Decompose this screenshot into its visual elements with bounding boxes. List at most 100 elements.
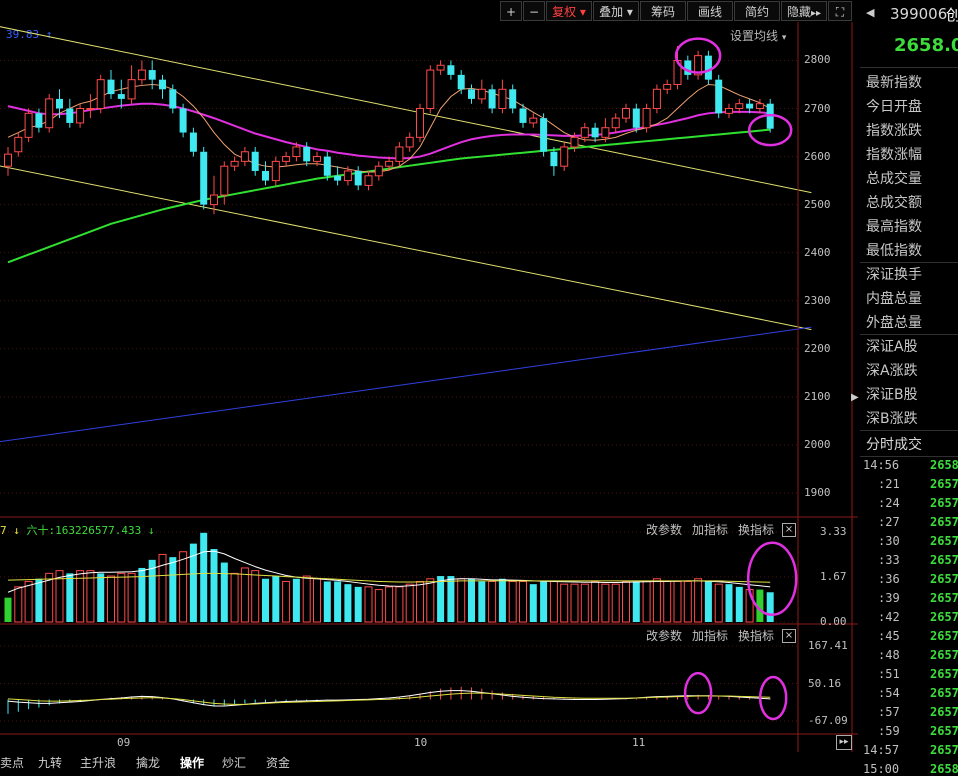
tick-price: 2657 [930, 496, 958, 510]
tick-time: :24 [878, 496, 900, 510]
tab-chaohui[interactable]: 炒汇 [222, 756, 247, 770]
volume-ma-a [7, 550, 771, 593]
volume-bar [683, 580, 692, 623]
tick-time: :33 [878, 553, 900, 567]
zoom-in-button[interactable]: + [500, 1, 522, 21]
prev-stock-icon[interactable]: ◀ [866, 6, 875, 19]
ma-settings-button[interactable]: 设置均线 ▾ [730, 27, 786, 44]
ma-mid-line [7, 102, 771, 160]
volume-bar [652, 578, 661, 623]
volume-bar [24, 580, 33, 623]
candle-up [601, 127, 610, 138]
volume-readout-value: 六十:163226577.433 ↓ [26, 524, 155, 537]
candle-up [24, 112, 33, 138]
volume-bar [127, 572, 136, 623]
candle-up [426, 69, 435, 110]
panel-collapse-icon[interactable]: ▶ [851, 392, 859, 403]
candle-down [509, 89, 517, 109]
candle-up [76, 108, 85, 124]
highlight-ellipse [747, 113, 793, 147]
quote-field-label: 深B涨跌 [866, 411, 918, 427]
tab-zhushenglang[interactable]: 主升浪 [80, 756, 117, 770]
close-icon[interactable]: × [782, 523, 796, 537]
volume-bar [210, 549, 218, 622]
x-label-09: 09 [117, 736, 131, 749]
yincang-button[interactable]: 隐藏▸▸ [781, 1, 827, 21]
candle-up [436, 64, 445, 71]
candle-down [323, 156, 331, 176]
candle-up [663, 83, 672, 90]
tick-time: 14:57 [863, 743, 900, 757]
tick-time: 15:00 [863, 762, 900, 776]
volume-bar [549, 580, 558, 623]
candle-down [715, 79, 723, 114]
candle-down [179, 108, 187, 133]
volume-bar [35, 578, 43, 622]
volume-readout-prefix: 7 ↓ [0, 524, 20, 537]
highlight-ellipse [758, 675, 788, 721]
jianyue-button[interactable]: 简约 [734, 1, 780, 21]
diejia-label: 叠加 [599, 5, 624, 19]
candle-up [570, 136, 579, 148]
volume-bar [76, 570, 85, 623]
tick-price: 2657 [930, 667, 958, 681]
x-label-11: 11 [632, 736, 646, 749]
tab-maidian[interactable]: 卖点 [0, 756, 25, 770]
tick-time: :51 [878, 667, 900, 681]
fullscreen-icon[interactable]: ⛶ [828, 1, 852, 21]
candle-up [96, 79, 105, 110]
candle-up [405, 136, 414, 148]
change-params-link[interactable]: 改参数 [646, 629, 683, 643]
volume-bar [519, 580, 527, 623]
volume-bar [169, 557, 177, 622]
zoom-out-button[interactable]: − [523, 1, 545, 21]
candle-up [611, 117, 620, 129]
quote-field-label: 指数涨幅 [866, 147, 922, 163]
quote-field-label: 外盘总量 [866, 315, 922, 331]
volume-bar [725, 584, 733, 622]
candle-down [107, 79, 115, 95]
divider [860, 456, 958, 457]
volume-bar [374, 589, 383, 623]
add-indicator-link[interactable]: 加指标 [692, 523, 729, 537]
candle-up [137, 69, 146, 81]
candle-up [220, 165, 229, 196]
candle-up [374, 165, 383, 177]
chevron-down-icon: ▾ [781, 33, 787, 43]
volume-bar [395, 586, 404, 623]
diejia-dropdown[interactable]: 叠加 ▾ [593, 1, 639, 21]
volume-bar [622, 580, 630, 623]
volume-bar [313, 578, 321, 623]
fuquan-dropdown[interactable]: 复权 ▾ [546, 1, 592, 21]
swap-indicator-link[interactable]: 换指标 [738, 523, 775, 537]
volume-bar [735, 586, 743, 622]
tab-zijin[interactable]: 资金 [266, 756, 291, 770]
change-params-link[interactable]: 改参数 [646, 523, 683, 537]
quote-field-label: 指数涨跌 [866, 123, 922, 139]
candle-down [66, 108, 74, 123]
candle-down [169, 89, 177, 109]
candle-up [416, 108, 424, 138]
candle-down [200, 151, 208, 205]
swap-indicator-link[interactable]: 换指标 [738, 629, 775, 643]
candle-up [395, 146, 404, 162]
candle-down [56, 98, 63, 109]
candle-down [704, 55, 712, 80]
close-icon[interactable]: × [782, 629, 796, 643]
volume-bar [240, 567, 249, 623]
chouma-button[interactable]: 筹码 [640, 1, 686, 21]
add-indicator-link[interactable]: 加指标 [692, 629, 729, 643]
scroll-right-button[interactable]: ▸▸ [836, 735, 852, 750]
tab-caozuo[interactable]: 操作 [180, 756, 205, 770]
kline-chart[interactable] [0, 0, 858, 772]
volume-bar [416, 580, 424, 623]
candle-down [746, 103, 754, 109]
tab-qinlong[interactable]: 擒龙 [136, 756, 161, 770]
indicator-tick-label: 50.16 [808, 676, 842, 690]
volume-bar [405, 583, 414, 623]
tick-time: :59 [878, 724, 900, 738]
tick-price: 2657 [930, 743, 958, 757]
tab-jiuzhuan[interactable]: 九转 [38, 756, 63, 770]
chevron-down-icon: ▾ [579, 5, 586, 19]
huaxian-button[interactable]: 画线 [687, 1, 733, 21]
